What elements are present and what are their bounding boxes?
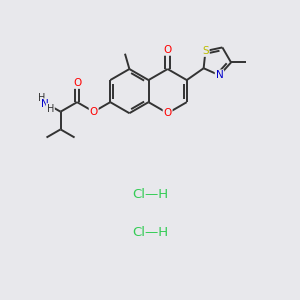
Text: H: H (38, 93, 45, 103)
Text: H: H (47, 104, 54, 114)
Text: O: O (90, 107, 98, 117)
Text: Cl—H: Cl—H (132, 226, 168, 239)
Text: O: O (164, 45, 172, 55)
Text: N: N (216, 70, 223, 80)
Text: O: O (73, 78, 81, 88)
Text: N: N (41, 99, 49, 109)
Text: Cl—H: Cl—H (132, 188, 168, 201)
Text: S: S (202, 46, 209, 56)
Text: O: O (164, 108, 172, 118)
